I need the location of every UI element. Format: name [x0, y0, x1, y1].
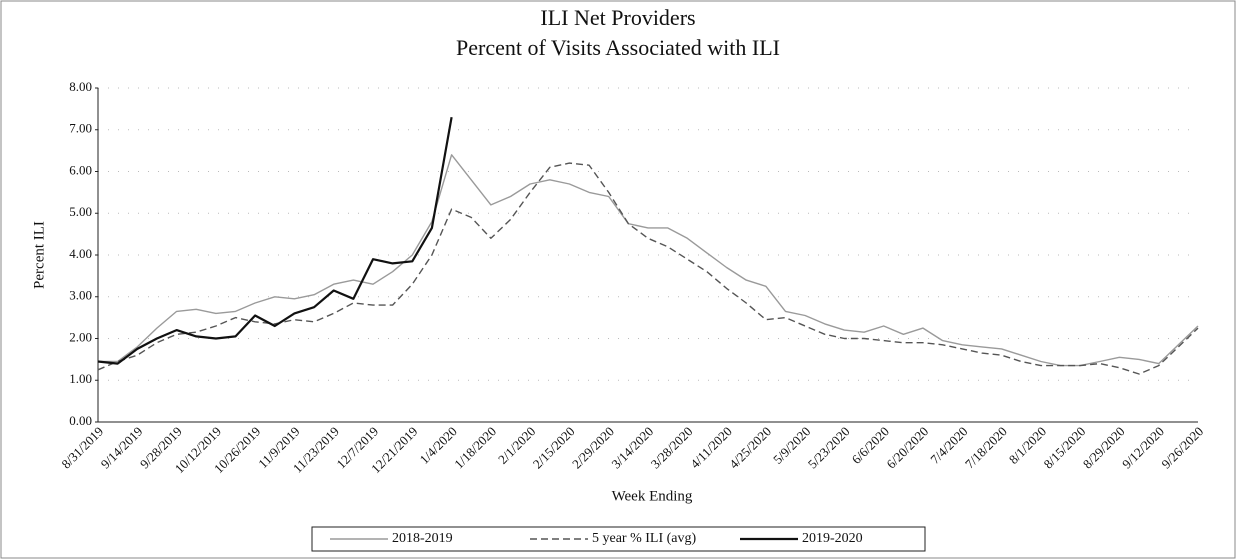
x-tick-label: 1/18/2020: [451, 424, 499, 472]
legend-label: 2019-2020: [802, 531, 863, 546]
x-tick-label: 6/20/2020: [883, 424, 931, 472]
chart-subtitle: Percent of Visits Associated with ILI: [456, 35, 780, 60]
x-tick-label: 8/15/2020: [1040, 424, 1088, 472]
series-line: [98, 154, 1199, 367]
x-axis-title: Week Ending: [612, 488, 693, 504]
y-tick-label: 0.00: [69, 413, 92, 428]
y-tick-label: 8.00: [69, 79, 92, 94]
y-axis-title: Percent ILI: [31, 221, 47, 289]
x-tick-label: 7/18/2020: [962, 424, 1010, 472]
legend-label: 2018-2019: [392, 531, 453, 546]
series-line: [97, 117, 453, 365]
x-tick-label: 4/25/2020: [726, 424, 774, 472]
y-tick-label: 5.00: [69, 204, 92, 219]
y-tick-label: 3.00: [69, 288, 92, 303]
x-tick-label: 5/23/2020: [805, 424, 853, 472]
x-tick-label: 8/31/2019: [58, 424, 106, 472]
y-tick-label: 7.00: [69, 121, 92, 136]
x-tick-label: 9/12/2020: [1119, 424, 1167, 472]
x-tick-label: 4/11/2020: [687, 424, 735, 472]
x-tick-label: 3/14/2020: [608, 424, 656, 472]
x-tick-label: 9/14/2019: [98, 424, 146, 472]
legend-box: [311, 526, 926, 552]
x-tick-label: 3/28/2020: [648, 424, 696, 472]
y-tick-label: 6.00: [69, 162, 92, 177]
legend-label: 5 year % ILI (avg): [592, 531, 697, 546]
series-line: [97, 162, 1199, 375]
chart-title: ILI Net Providers: [540, 5, 695, 30]
x-tick-label: 2/15/2020: [530, 424, 578, 472]
y-tick-label: 1.00: [69, 371, 92, 386]
x-tick-label: 9/26/2020: [1158, 424, 1206, 472]
x-tick-label: 8/29/2020: [1080, 424, 1128, 472]
x-tick-label: 2/29/2020: [569, 424, 617, 472]
y-tick-label: 4.00: [69, 246, 92, 261]
y-tick-label: 2.00: [69, 329, 92, 344]
